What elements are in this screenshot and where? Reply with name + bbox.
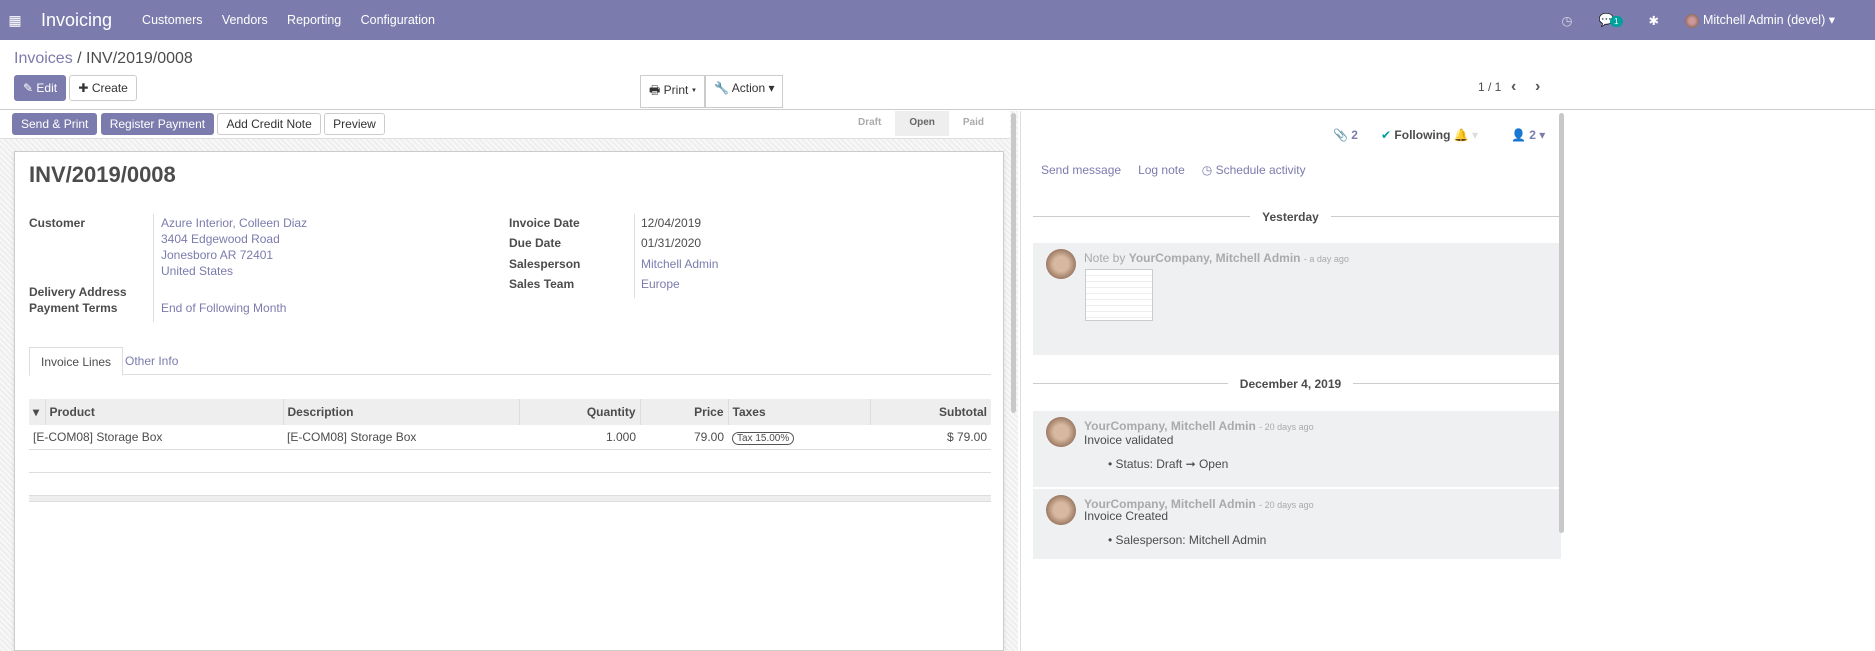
date-separator: December 4, 2019 — [1227, 377, 1354, 391]
empty-row — [29, 472, 991, 496]
payment-terms-value[interactable]: End of Following Month — [161, 301, 287, 315]
line-subtotal: $ 79.00 — [870, 425, 991, 450]
stage-paid[interactable]: Paid — [948, 111, 998, 136]
line-description: [E-COM08] Storage Box — [283, 425, 519, 450]
breadcrumb: Invoices / INV/2019/0008 — [14, 50, 193, 67]
customer-city: Jonesboro AR 72401 — [161, 248, 274, 262]
avatar — [1046, 495, 1076, 525]
schedule-activity-button[interactable]: ◷ Schedule activity — [1201, 163, 1306, 177]
menu-reporting[interactable]: Reporting — [287, 13, 342, 27]
avatar — [1684, 13, 1699, 28]
tracking-value: • Salesperson: Mitchell Admin — [1108, 533, 1267, 547]
menu-configuration[interactable]: Configuration — [360, 13, 435, 27]
tax-tag: Tax 15.00% — [732, 432, 795, 445]
invoice-title: INV/2019/0008 — [29, 162, 176, 187]
avatar — [1046, 249, 1076, 279]
pager-value: 1 / 1 — [1478, 80, 1502, 94]
message-author[interactable]: YourCompany, Mitchell Admin — [1084, 497, 1256, 511]
customer-link[interactable]: Azure Interior, Colleen Diaz — [161, 216, 308, 230]
due-date-label: Due Date — [509, 236, 562, 250]
following-button[interactable]: ✔ Following 🔔 ▾ — [1381, 128, 1479, 142]
line-price: 79.00 — [640, 425, 728, 450]
col-quantity[interactable]: Quantity — [518, 399, 640, 425]
menu-customers[interactable]: Customers — [142, 13, 203, 27]
col-taxes[interactable]: Taxes — [727, 399, 870, 425]
pager-previous-icon[interactable]: ‹ — [1511, 78, 1517, 95]
action-button[interactable]: 🔧 Action ▾ — [705, 75, 784, 108]
message: Note by YourCompany, Mitchell Admin - a … — [1033, 243, 1561, 355]
control-panel: Invoices / INV/2019/0008 ✎ Edit ✚ Create… — [0, 40, 1875, 110]
sales-team-label: Sales Team — [509, 277, 575, 291]
stage-open[interactable]: Open — [895, 111, 949, 136]
customer-country: United States — [161, 264, 234, 278]
followers-button[interactable]: 👤 2 ▾ — [1511, 128, 1546, 142]
statusbar: Send & Print Register Payment Add Credit… — [0, 111, 1010, 139]
print-button[interactable]: 🖶 Print ▾ — [640, 75, 706, 108]
breadcrumb-current: INV/2019/0008 — [86, 50, 193, 67]
line-quantity: 1.000 — [519, 425, 640, 450]
register-payment-button[interactable]: Register Payment — [100, 113, 215, 135]
message: YourCompany, Mitchell Admin - 20 days ag… — [1033, 411, 1561, 487]
col-subtotal[interactable]: Subtotal — [869, 399, 991, 425]
line-product: [E-COM08] Storage Box — [29, 425, 283, 450]
messages-icon[interactable]: 💬1 — [1598, 13, 1623, 28]
col-price[interactable]: Price — [639, 399, 728, 425]
table-row[interactable]: [E-COM08] Storage Box [E-COM08] Storage … — [29, 425, 991, 450]
user-name: Mitchell Admin (devel) — [1702, 13, 1826, 28]
stage-draft[interactable]: Draft — [843, 111, 896, 136]
breadcrumb-invoices[interactable]: Invoices — [14, 50, 73, 67]
send-print-button[interactable]: Send & Print — [12, 113, 98, 135]
sales-team-value[interactable]: Europe — [641, 277, 680, 291]
form-view: Send & Print Register Payment Add Credit… — [0, 111, 1018, 651]
preview-button[interactable]: Preview — [324, 113, 385, 135]
customer-street: 3404 Edgewood Road — [161, 232, 280, 246]
date-separator: Yesterday — [1250, 210, 1331, 224]
message-author[interactable]: YourCompany, Mitchell Admin — [1084, 419, 1256, 433]
tracking-value: • Status: Draft ➞ Open — [1108, 457, 1229, 471]
invoice-lines-table: ▾ Product Description Quantity Price Tax… — [29, 399, 991, 502]
payment-terms-label: Payment Terms — [29, 301, 118, 315]
salesperson-value[interactable]: Mitchell Admin — [641, 257, 719, 271]
empty-row — [29, 449, 991, 473]
log-note-button[interactable]: Log note — [1138, 163, 1185, 177]
customer-label: Customer — [29, 216, 86, 230]
user-menu[interactable]: Mitchell Admin (devel) ▾ — [1684, 12, 1835, 28]
top-navbar: ▦ Invoicing Customers Vendors Reporting … — [0, 0, 1875, 40]
attachments-button[interactable]: 📎 2 — [1333, 128, 1358, 142]
app-title: Invoicing — [41, 9, 113, 30]
due-date-value: 01/31/2020 — [641, 236, 702, 250]
create-button[interactable]: ✚ Create — [69, 75, 137, 101]
message-body: Invoice validated — [1084, 433, 1174, 447]
message-body: Invoice Created — [1084, 509, 1169, 523]
line-taxes: Tax 15.00% — [728, 425, 870, 450]
pager-next-icon[interactable]: › — [1535, 78, 1541, 95]
delivery-address-label: Delivery Address — [29, 285, 127, 299]
sort-caret-icon[interactable]: ▾ — [29, 399, 45, 425]
form-scrollbar[interactable] — [1011, 113, 1016, 413]
form-sheet: INV/2019/0008 Customer Azure Interior, C… — [14, 151, 1004, 651]
activity-clock-icon[interactable]: ◷ — [1561, 13, 1573, 28]
notebook-tabs: Invoice Lines Other Info — [29, 347, 991, 376]
tab-invoice-lines[interactable]: Invoice Lines — [29, 347, 124, 376]
send-message-button[interactable]: Send message — [1041, 163, 1122, 177]
edit-button[interactable]: ✎ Edit — [14, 75, 67, 101]
avatar — [1046, 417, 1076, 447]
table-footer — [29, 495, 991, 502]
debug-bug-icon[interactable]: ✱ — [1648, 13, 1659, 28]
invoice-date-label: Invoice Date — [509, 216, 580, 230]
attachment-thumbnail[interactable] — [1085, 269, 1153, 321]
messages-badge: 1 — [1610, 15, 1623, 27]
chatter: 📎 2 ✔ Following 🔔 ▾ 👤 2 ▾ Send message L… — [1020, 111, 1564, 651]
salesperson-label: Salesperson — [509, 257, 581, 271]
invoice-date-value: 12/04/2019 — [641, 216, 702, 230]
col-description[interactable]: Description — [282, 399, 519, 425]
message: YourCompany, Mitchell Admin - 20 days ag… — [1033, 489, 1561, 559]
chatter-scrollbar[interactable] — [1559, 113, 1564, 533]
tab-other-info[interactable]: Other Info — [125, 354, 179, 368]
col-product[interactable]: Product — [44, 399, 283, 425]
add-credit-note-button[interactable]: Add Credit Note — [217, 113, 321, 135]
message-author[interactable]: YourCompany, Mitchell Admin — [1128, 251, 1301, 265]
apps-menu-icon[interactable]: ▦ — [8, 11, 22, 28]
menu-vendors[interactable]: Vendors — [221, 13, 268, 27]
